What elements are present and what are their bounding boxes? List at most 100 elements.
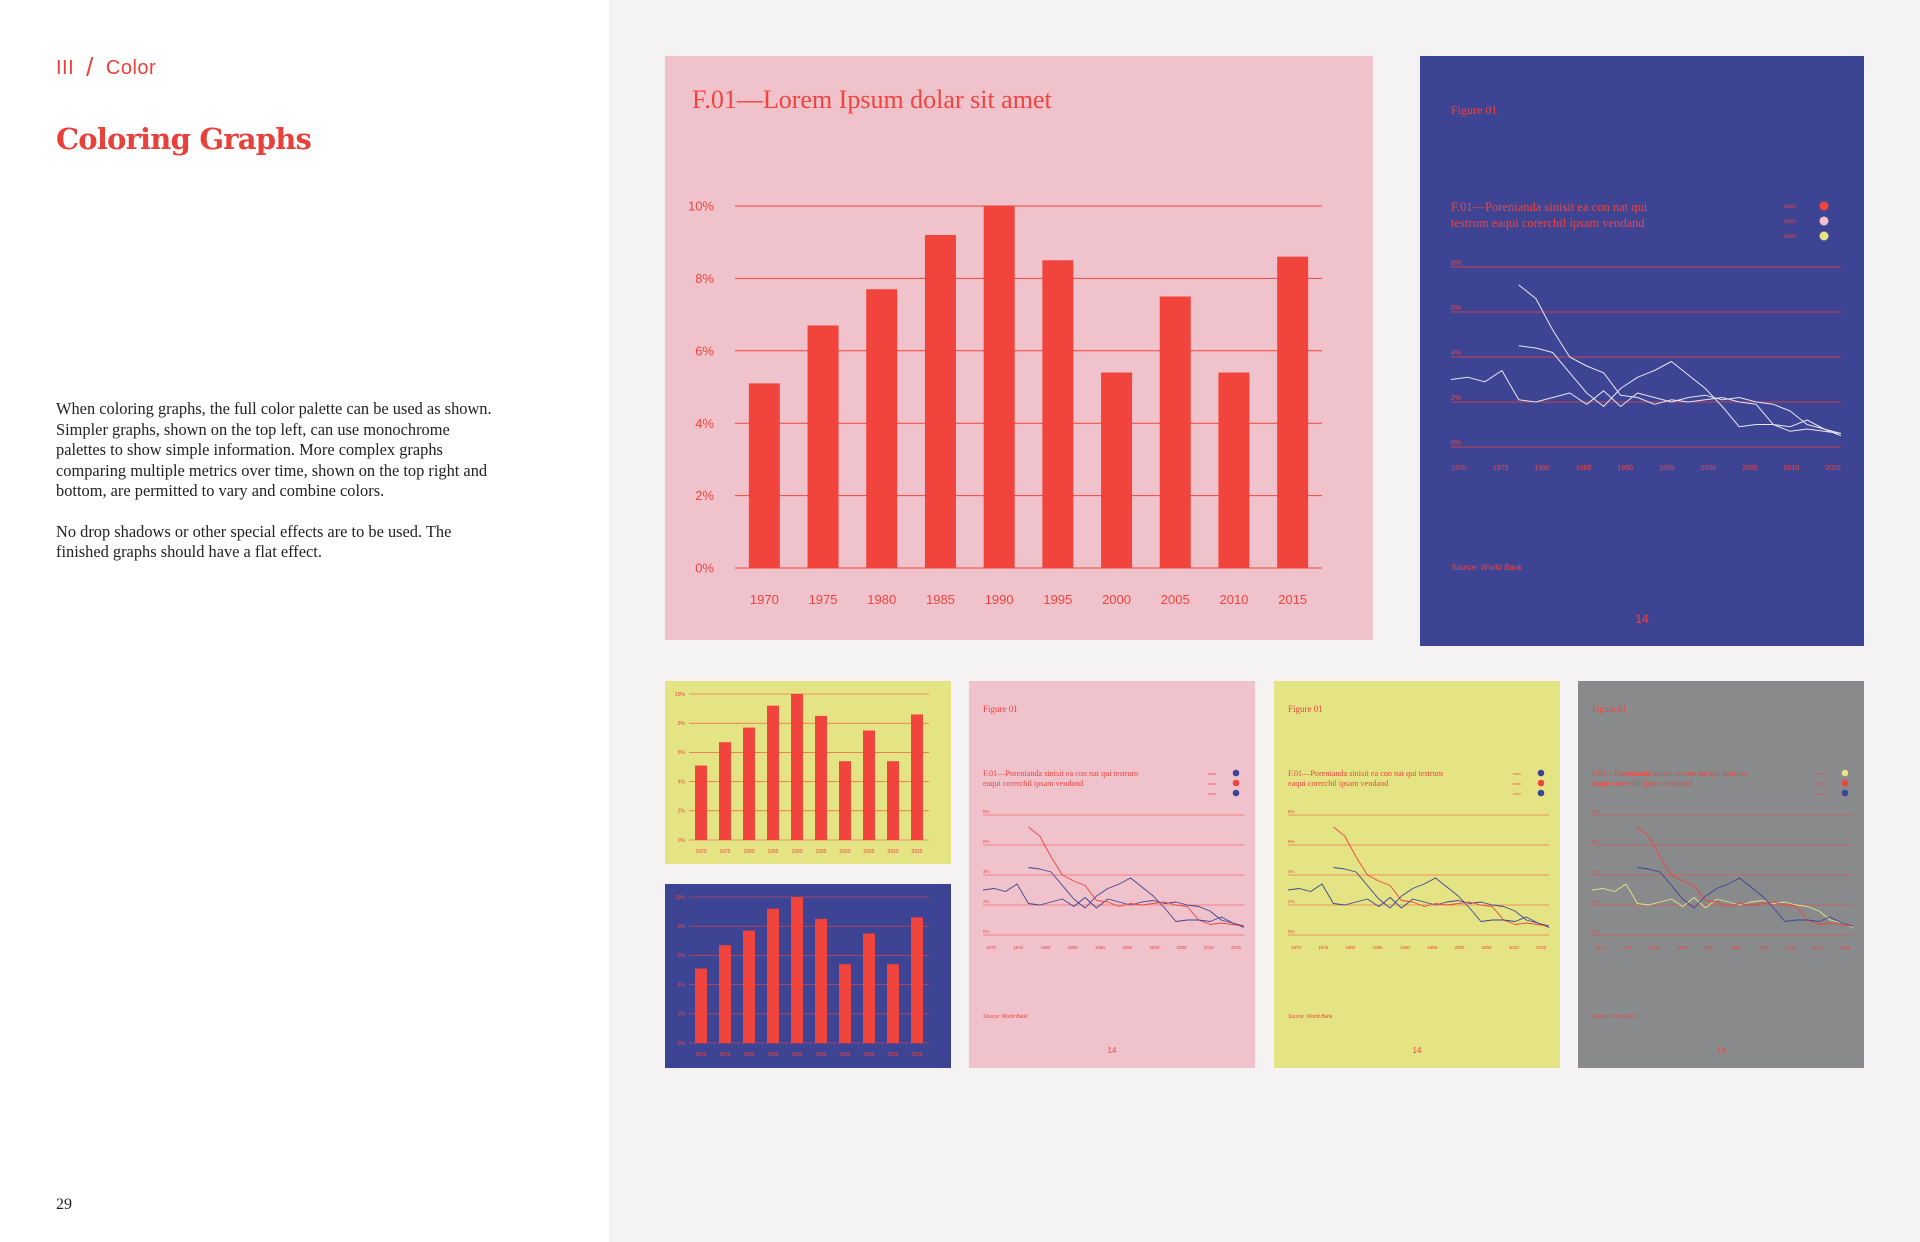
main-line-source: Source: World Bank xyxy=(1451,563,1523,572)
thumbnail-figure-label: Figure 01 xyxy=(1592,704,1627,714)
x-tick-label: 2010 xyxy=(1784,465,1800,472)
main-line-grid xyxy=(1451,266,1841,448)
x-tick-label: 2000 xyxy=(1149,945,1160,950)
thumbnail-legend-label: xxxx xyxy=(1208,791,1216,796)
x-tick-label: 1995 xyxy=(1427,945,1438,950)
thumbnail-legend-label: xxxx xyxy=(1513,781,1521,786)
body-paragraph-1: When coloring graphs, the full color pal… xyxy=(56,399,492,500)
thumbnail-legend-label: xxxx xyxy=(1208,781,1216,786)
x-tick-label: 1990 xyxy=(1617,465,1633,472)
x-tick-label: 1995 xyxy=(1731,945,1742,950)
x-tick-label: 2005 xyxy=(863,849,874,855)
x-tick-label: 1995 xyxy=(1659,465,1675,472)
thumbnail-yellow-bar-chart: 0% 2% 4% 6% 8% 10% 1970 1975 1980 1985 1990 1995 200… xyxy=(665,681,951,864)
x-tick-label: 1985 xyxy=(1677,945,1688,950)
x-tick-label: 1970 xyxy=(986,945,997,950)
x-tick-label: 1985 xyxy=(926,592,955,607)
thumbnail-gray-line-chart: Figure 01 F.01—Porenianda sinisit ea con … xyxy=(1578,681,1864,1068)
x-tick-label: 1990 xyxy=(791,1052,802,1058)
thumbnail-legend-label: xxxx xyxy=(1817,791,1825,796)
x-tick-label: 2005 xyxy=(1161,592,1190,607)
thumbnail-legend-dot xyxy=(1841,789,1849,797)
thumbnail-y-ticks: 0% 2% 4% 6% 8% xyxy=(1592,809,1599,934)
x-tick-label: 1970 xyxy=(695,849,706,855)
bar xyxy=(863,730,875,840)
x-tick-label: 2000 xyxy=(1701,465,1717,472)
y-tick-label: 0% xyxy=(1288,929,1295,934)
y-tick-label: 0% xyxy=(695,561,714,576)
thumbnail-source: Source: World Bank xyxy=(1288,1014,1333,1020)
thumbnail-legend-dot xyxy=(1232,769,1240,777)
x-tick-label: 1995 xyxy=(815,1052,826,1058)
bar xyxy=(983,206,1015,568)
bar xyxy=(695,765,707,840)
thumbnail-figure-label: Figure 01 xyxy=(983,704,1018,714)
page-title: Coloring Graphs xyxy=(56,122,312,156)
y-tick-label: 4% xyxy=(1288,869,1295,874)
bar xyxy=(807,325,839,568)
thumbnail-page-number: 14 xyxy=(1717,1046,1726,1055)
main-bar-chart: F.01—Lorem Ipsum dolar sit amet 0% 2% 4% 6%… xyxy=(665,56,1373,640)
y-tick-label: 4% xyxy=(695,416,714,431)
x-tick-label: 1980 xyxy=(1649,945,1660,950)
x-tick-label: 1975 xyxy=(719,1052,730,1058)
x-tick-label: 2005 xyxy=(1742,465,1758,472)
y-tick-label: 4% xyxy=(983,869,990,874)
x-tick-label: 1990 xyxy=(1095,945,1106,950)
bar xyxy=(743,727,755,840)
x-tick-label: 1975 xyxy=(719,849,730,855)
body-text: When coloring graphs, the full color pal… xyxy=(56,399,496,583)
bar xyxy=(743,930,755,1043)
bar xyxy=(1101,372,1133,568)
x-tick-label: 1995 xyxy=(815,849,826,855)
series-line xyxy=(1450,370,1842,437)
x-tick-label: 1970 xyxy=(750,592,779,607)
thumbnail-legend-dot xyxy=(1232,779,1240,787)
series-line xyxy=(1028,826,1245,927)
thumbnail-x-ticks: 1970 1975 1980 1985 1990 1995 2000 2005 2010 2015 xyxy=(986,945,1242,950)
legend-dot xyxy=(1819,231,1829,241)
thumbnail-x-ticks: 1970 1975 1980 1985 1990 1995 2000 2005 2010 2015 xyxy=(695,849,922,855)
thumbnail-grid xyxy=(1592,814,1853,936)
breadcrumb: III / Color xyxy=(56,50,156,82)
legend-label: xxxx xyxy=(1784,234,1796,240)
bar xyxy=(791,897,803,1043)
x-tick-label: 1980 xyxy=(743,1052,754,1058)
series-line xyxy=(1518,284,1842,434)
y-tick-label: 8% xyxy=(983,809,990,814)
x-tick-label: 2015 xyxy=(1825,465,1841,472)
x-tick-label: 2015 xyxy=(1840,945,1851,950)
thumbnail-legend-label: xxxx xyxy=(1513,791,1521,796)
main-line-subtitle: F.01—Porenianda sinisit ea con nat qui te… xyxy=(1451,200,1648,230)
thumbnail-grid xyxy=(1288,814,1549,936)
thumbnail-page-number: 14 xyxy=(1413,1046,1422,1055)
y-tick-label: 2% xyxy=(1451,395,1461,402)
y-tick-label: 8% xyxy=(695,271,714,286)
thumbnail-page-number: 14 xyxy=(1108,1046,1117,1055)
thumbnail-background xyxy=(969,681,1255,1068)
x-tick-label: 2010 xyxy=(887,849,898,855)
thumbnail-legend-label: xxxx xyxy=(1513,771,1521,776)
bar xyxy=(748,383,780,568)
thumbnail-legend-label: xxxx xyxy=(1208,771,1216,776)
y-tick-label: 6% xyxy=(695,343,714,358)
y-tick-label: 6% xyxy=(1451,305,1461,312)
main-bar-y-ticks: 0% 2% 4% 6% 8% 10% xyxy=(688,199,714,576)
x-tick-label: 2000 xyxy=(1454,945,1465,950)
x-tick-label: 1985 xyxy=(1068,945,1079,950)
thumbnail-y-ticks: 0% 2% 4% 6% 8% xyxy=(983,809,990,934)
y-tick-label: 4% xyxy=(678,982,686,988)
main-line-x-ticks: 1970 1975 1980 1985 1990 1995 2000 2005 2010 2015 xyxy=(1451,465,1841,472)
thumbnail-legend-dot xyxy=(1537,769,1545,777)
x-tick-label: 2015 xyxy=(1536,945,1547,950)
y-tick-label: 8% xyxy=(1592,809,1599,814)
thumbnail-legend-label: xxxx xyxy=(1817,781,1825,786)
bar xyxy=(815,715,827,840)
x-tick-label: 2015 xyxy=(1278,592,1307,607)
thumbnail-background xyxy=(1578,681,1864,1068)
main-line-subtitle-text: F.01—Porenianda sinisit ea con nat qui te… xyxy=(1451,200,1648,230)
thumbnail-legend-dot xyxy=(1537,789,1545,797)
y-tick-label: 4% xyxy=(1451,350,1461,357)
y-tick-label: 10% xyxy=(688,199,714,214)
bar xyxy=(887,761,899,840)
